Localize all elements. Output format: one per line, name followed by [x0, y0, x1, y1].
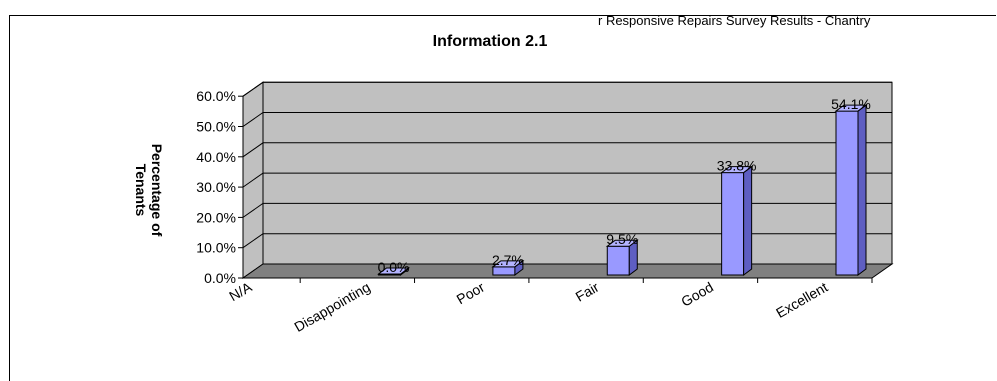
x-tick-label: Fair [573, 279, 602, 305]
bar-top [377, 267, 411, 275]
x-tick-label: Excellent [773, 279, 830, 321]
chart-caption: r Responsive Repairs Survey Results - Ch… [598, 13, 871, 28]
bar-side [743, 165, 753, 276]
data-label: 2.7% [492, 252, 524, 268]
bar-side [857, 104, 867, 276]
bar-top [491, 260, 525, 268]
chart-frame: r Responsive Repairs Survey Results - Ch… [9, 13, 996, 381]
floor [241, 263, 894, 279]
bar-top [605, 239, 639, 247]
bar [835, 110, 859, 276]
y-tick-label: 60.0% [196, 88, 236, 104]
gridline [242, 112, 892, 127]
bar-top [720, 166, 754, 174]
data-label: 33.8% [717, 158, 757, 174]
y-axis-title-line-1: Percentage of [149, 144, 165, 237]
bar [606, 245, 630, 276]
y-axis-title: Percentage of Tenants [133, 144, 165, 237]
gridline [242, 202, 892, 218]
data-label: 54.1% [831, 96, 871, 112]
y-tick-label: 30.0% [196, 179, 236, 195]
gridline [242, 81, 892, 97]
y-tick-label: 20.0% [196, 209, 236, 225]
x-tick-label: Disappointing [291, 279, 372, 335]
plot-area: 0.0%10.0%20.0%30.0%40.0%50.0%60.0%N/A Dis… [196, 81, 894, 335]
gridline [242, 233, 892, 249]
data-label: 9.5% [606, 231, 638, 247]
gridline [242, 142, 892, 158]
chart-title: Information 2.1 [433, 33, 548, 50]
y-tick-label: 0.0% [204, 270, 236, 286]
x-tick-label: Good [678, 279, 716, 310]
bar-top [834, 104, 868, 112]
y-tick-label: 10.0% [196, 240, 236, 256]
data-label: 0.0% [378, 259, 410, 275]
y-tick-label: 40.0% [196, 149, 236, 165]
y-tick-label: 50.0% [196, 119, 236, 135]
bar [492, 266, 516, 276]
y-axis-title-line-2: Tenants [133, 164, 149, 217]
x-tick-label: Poor [454, 279, 488, 308]
gridline [242, 172, 892, 188]
bar [721, 172, 745, 276]
